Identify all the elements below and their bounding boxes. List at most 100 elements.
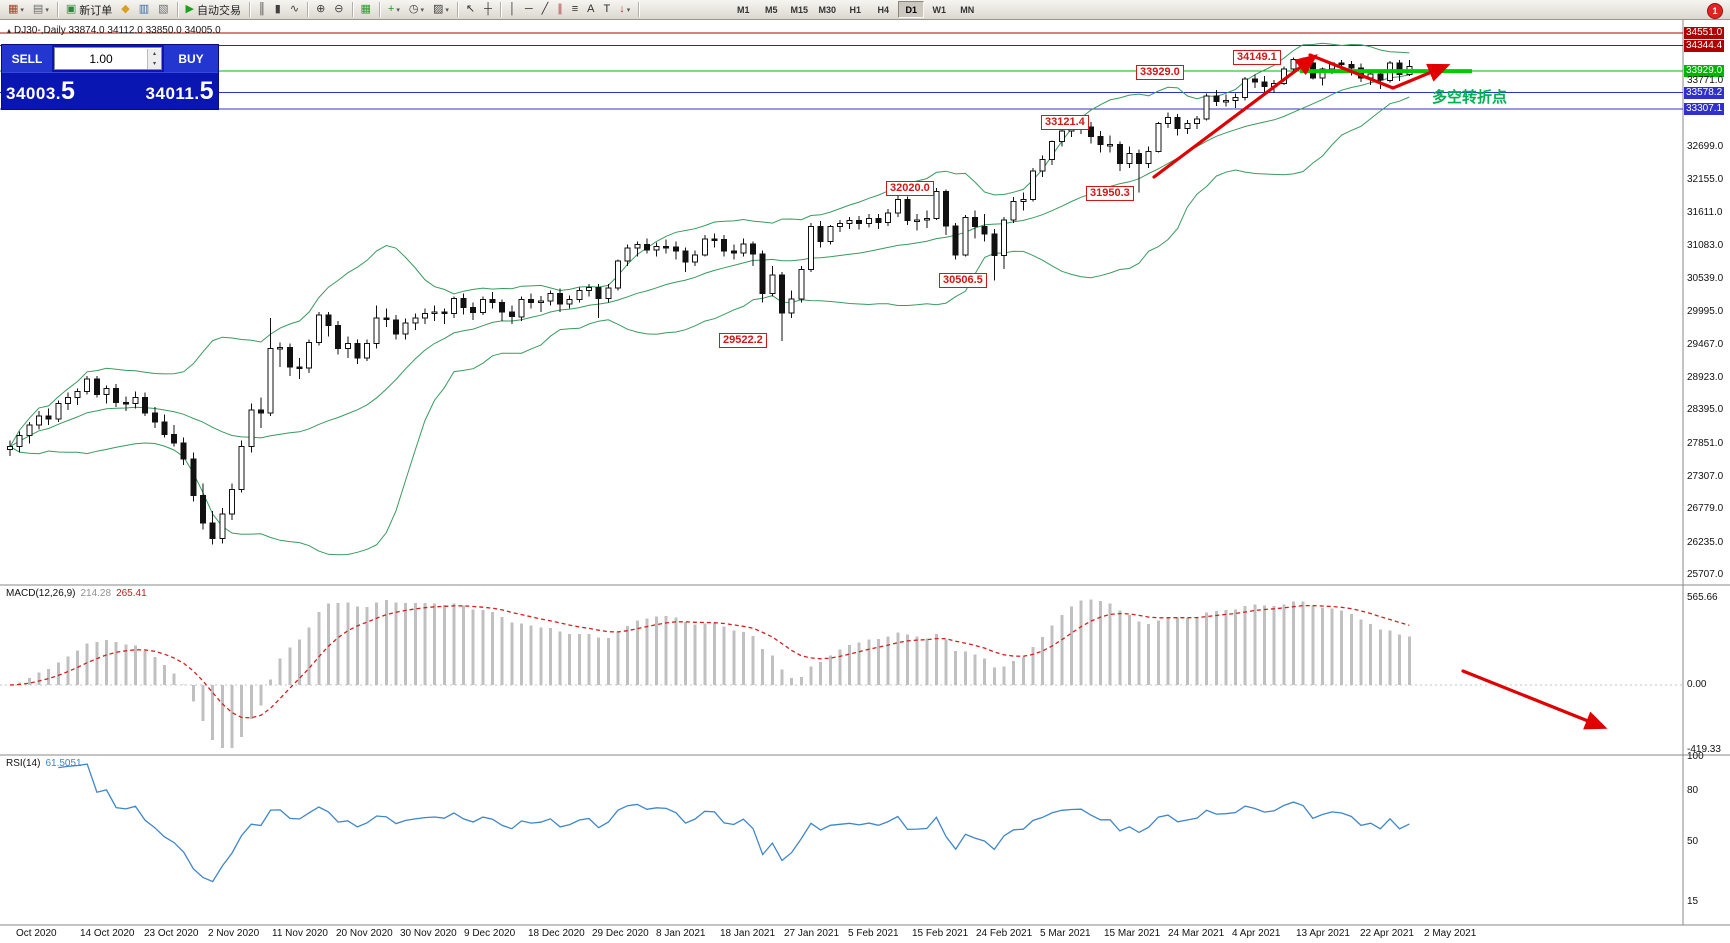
- timeframe-m1-button[interactable]: M1: [736, 4, 750, 15]
- price-marker: 33121.4: [1041, 115, 1089, 130]
- volume-down-button[interactable]: ▾: [148, 58, 161, 69]
- profiles-button[interactable]: ▤ ▾: [29, 0, 53, 19]
- zoom-out-button[interactable]: ⊖: [330, 0, 347, 19]
- new-chart-caret-icon: ▾: [20, 6, 24, 14]
- timeframe-h4-button[interactable]: H4: [877, 4, 889, 15]
- toolbar-separator: [307, 2, 309, 17]
- cursor-button[interactable]: ↖: [462, 0, 479, 19]
- time-axis-label: 11 Nov 2020: [272, 928, 328, 939]
- time-axis-label: 2 May 2021: [1424, 928, 1477, 939]
- arrows-button[interactable]: ↓ ▾: [615, 0, 634, 19]
- new-order-label: 新订单: [79, 4, 113, 17]
- rsi-value: 61.5051: [45, 758, 82, 769]
- metaeditor-button[interactable]: ◆: [117, 0, 133, 19]
- price-chart[interactable]: [0, 20, 1730, 943]
- bars-chart-button[interactable]: ║: [254, 0, 270, 19]
- time-axis-label: 5 Mar 2021: [1040, 928, 1091, 939]
- timeframe-w1-button[interactable]: W1: [932, 4, 947, 15]
- autotrading-button[interactable]: ▶ 自动交易: [182, 0, 245, 19]
- vertical-line-button[interactable]: │: [505, 0, 520, 19]
- timeframe-m15-button[interactable]: M15: [790, 4, 808, 15]
- price-scale-tick: 0.00: [1687, 679, 1707, 690]
- label-button[interactable]: T: [600, 0, 615, 19]
- price-scale-tick: 26235.0: [1687, 536, 1724, 548]
- buy-button[interactable]: BUY: [164, 45, 218, 72]
- time-axis-label: 15 Feb 2021: [912, 928, 969, 939]
- toolbar-separator: [456, 2, 458, 17]
- timeframe-m30-button[interactable]: M30: [818, 4, 836, 15]
- price-marker: 32020.0: [886, 181, 934, 196]
- volume-up-button[interactable]: ▴: [148, 48, 161, 59]
- crosshair-button[interactable]: ┼: [480, 0, 496, 19]
- crosshair-icon: ┼: [484, 3, 492, 15]
- fibonacci-button[interactable]: ≡: [568, 0, 582, 19]
- time-axis-label: 23 Oct 2020: [144, 928, 199, 939]
- new-order-button[interactable]: ▣ 新订单: [62, 0, 116, 19]
- line-chart-button[interactable]: ∿: [286, 0, 303, 19]
- time-axis-label: 24 Feb 2021: [976, 928, 1033, 939]
- turning-point-label: 多空转折点: [1432, 89, 1508, 106]
- time-axis-label: 9 Dec 2020: [464, 928, 516, 939]
- horizontal-line-button[interactable]: ─: [521, 0, 537, 19]
- indicators-button[interactable]: + ▾: [384, 0, 404, 19]
- new-order-icon: ▣: [65, 3, 77, 15]
- toolbar: ▦ ▾ ▤ ▾ ▣ 新订单 ◆ ▥ ▧ ▶ 自动交易 ║ ▮ ∿ ⊕ ⊖ ▦ + ▾ ◷ ▾ ▨ ▾ ↖ ┼ │ ─ ╱ ∥ ≡ A T ↓ ▾ M…: [0, 0, 1730, 20]
- market-watch-button[interactable]: ▥: [135, 0, 153, 19]
- time-axis-label: 2 Nov 2020: [208, 928, 260, 939]
- time-axis-label: 15 Mar 2021: [1104, 928, 1161, 939]
- timeframe-h1-button[interactable]: H1: [849, 4, 861, 15]
- new-chart-button[interactable]: ▦ ▾: [4, 0, 28, 19]
- time-axis-label: 22 Apr 2021: [1360, 928, 1414, 939]
- rsi-indicator-label: RSI(14) 61.5051: [6, 758, 82, 769]
- templates-button[interactable]: ▨ ▾: [429, 0, 453, 19]
- templates-caret-icon: ▾: [445, 6, 449, 14]
- time-axis-label: 27 Jan 2021: [784, 928, 840, 939]
- time-axis-label: 18 Dec 2020: [528, 928, 585, 939]
- toolbar-separator: [56, 2, 58, 17]
- channel-button[interactable]: ∥: [553, 0, 567, 19]
- zoom-in-button[interactable]: ⊕: [312, 0, 329, 19]
- timeframe-mn-button[interactable]: MN: [960, 4, 975, 15]
- buy-price[interactable]: 34011.5: [145, 77, 214, 105]
- chart-title: ▴ DJ30-,Daily 33874.0 34112.0 33850.0 340…: [7, 25, 221, 36]
- cursor-icon: ↖: [465, 3, 476, 15]
- price-scale-flag: 33929.0: [1684, 65, 1725, 78]
- volume-input[interactable]: 1.00: [89, 51, 113, 66]
- time-axis-label: Oct 2020: [16, 928, 57, 939]
- navigator-button[interactable]: ▧: [154, 0, 172, 19]
- volume-field: 1.00 ▴ ▾: [54, 47, 162, 70]
- chart-symbol-icon: ▴: [7, 26, 12, 35]
- time-axis-label: 8 Jan 2021: [656, 928, 706, 939]
- trendline-icon: ╱: [541, 3, 549, 15]
- horizontal-line-icon: ─: [524, 3, 533, 15]
- tile-windows-button[interactable]: ▦: [357, 0, 375, 19]
- toolbar-separator: [176, 2, 178, 17]
- sell-price[interactable]: 34003.5: [6, 77, 76, 105]
- toolbar-separator: [638, 2, 640, 17]
- channel-icon: ∥: [557, 3, 563, 15]
- sell-button[interactable]: SELL: [2, 45, 52, 72]
- periods-button[interactable]: ◷ ▾: [405, 0, 428, 19]
- price-scale-tick: 31083.0: [1687, 239, 1724, 251]
- candlestick-chart-button[interactable]: ▮: [271, 0, 285, 19]
- trendline-button[interactable]: ╱: [538, 0, 553, 19]
- notification-badge[interactable]: 1: [1707, 3, 1723, 19]
- price-scale-flag: 34551.0: [1684, 27, 1725, 39]
- metaeditor-icon: ◆: [121, 3, 130, 15]
- timeframe-d1-button[interactable]: D1: [898, 1, 925, 18]
- periods-caret-icon: ▾: [420, 6, 424, 14]
- periods-icon: ◷: [408, 3, 419, 15]
- price-marker: 30506.5: [939, 273, 987, 288]
- price-scale-tick: 25707.0: [1687, 568, 1724, 580]
- price-scale-flag: 33307.1: [1684, 103, 1725, 116]
- chart-window: ▴ DJ30-,Daily 33874.0 34112.0 33850.0 340…: [0, 20, 1730, 943]
- zoom-in-icon: ⊕: [316, 3, 326, 15]
- rsi-name: RSI(14): [6, 758, 41, 769]
- macd-name: MACD(12,26,9): [6, 588, 76, 599]
- navigator-icon: ▧: [158, 3, 169, 15]
- timeframe-m5-button[interactable]: M5: [764, 4, 778, 15]
- price-scale-tick: 29467.0: [1687, 338, 1724, 350]
- text-button[interactable]: A: [583, 0, 598, 19]
- candlestick-chart-icon: ▮: [274, 3, 281, 15]
- price-scale-tick: 15: [1687, 895, 1699, 907]
